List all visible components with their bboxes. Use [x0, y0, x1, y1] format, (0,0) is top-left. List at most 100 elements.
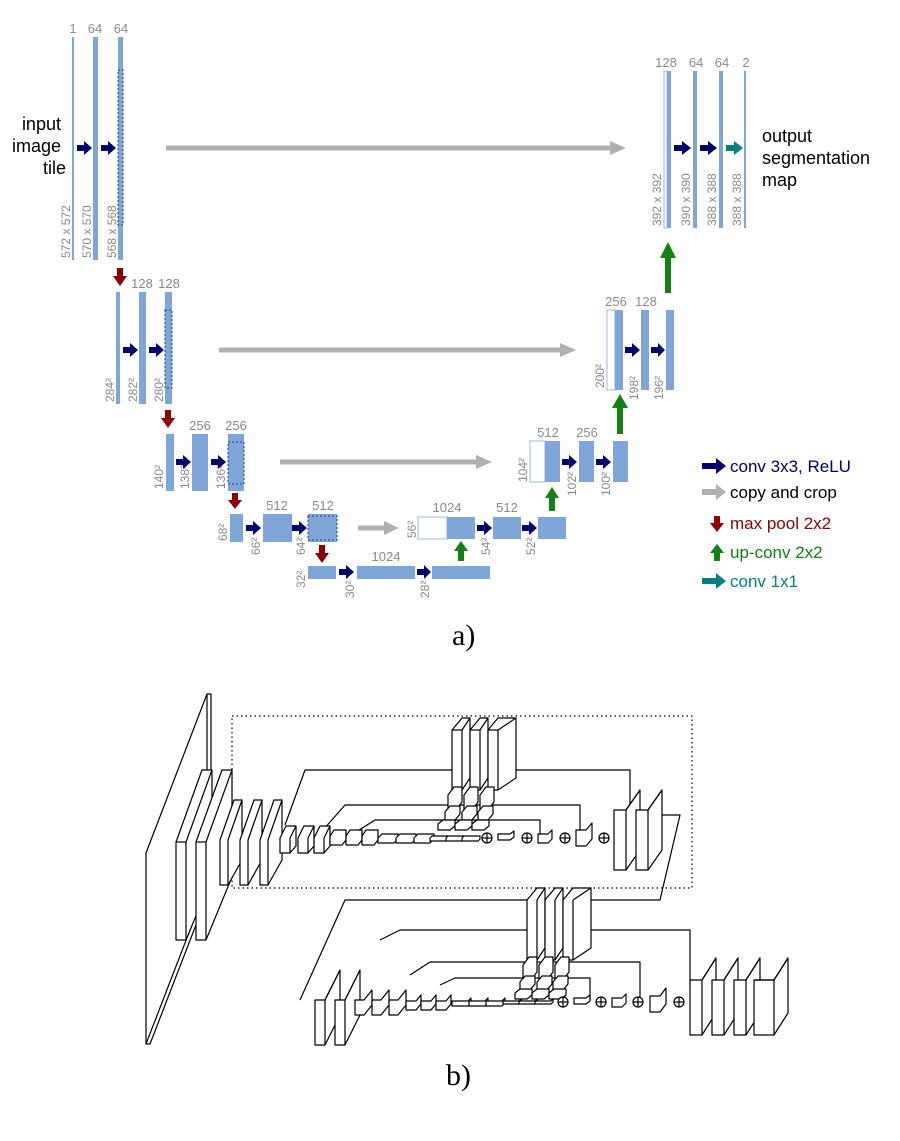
copied-feature-map: [529, 440, 546, 483]
legend-item: max pool 2x2: [710, 514, 831, 533]
encoder-level-2: 128 128 284² 282² 280²: [103, 276, 180, 404]
size-label: 196²: [652, 376, 666, 400]
block: [461, 835, 481, 842]
up-conv-arrows: [454, 242, 676, 561]
feature-map: [357, 566, 415, 579]
conv-arrow-icon: [674, 141, 691, 155]
conv-arrow-icon: [596, 455, 611, 469]
block: [259, 799, 283, 886]
max-pool-arrow-icon: [315, 545, 329, 563]
size-label: 140²: [152, 465, 166, 489]
lower-decoder: [557, 957, 789, 1036]
feature-map: [116, 292, 120, 404]
size-label: 282²: [126, 378, 140, 402]
conv-arrows: [77, 141, 717, 579]
feature-map: [641, 310, 649, 390]
legend-label: max pool 2x2: [730, 514, 831, 533]
size-label: 32²: [294, 571, 308, 588]
output-label: output segmentation map: [762, 126, 875, 190]
channel-label: 2: [742, 55, 749, 70]
crop-region: [227, 441, 245, 485]
conv-arrow-icon: [477, 521, 492, 535]
max-pool-arrow-icon: [710, 516, 724, 532]
size-label: 388 x 388: [730, 173, 744, 226]
size-label: 68²: [216, 524, 230, 541]
size-label: 138²: [178, 465, 192, 489]
feature-map: [166, 434, 174, 491]
size-label: 52²: [524, 538, 538, 555]
feature-map: [613, 441, 628, 482]
legend-item: conv 3x3, ReLU: [702, 457, 851, 476]
crop-region: [307, 515, 338, 541]
channel-label: 64: [715, 55, 729, 70]
conv-arrow-icon: [700, 141, 717, 155]
feature-map: [139, 292, 146, 404]
channel-label: 128: [635, 294, 657, 309]
block: [377, 833, 399, 844]
conv1x1-arrow-icon: [702, 573, 726, 589]
size-label: 568 x 568: [105, 205, 119, 258]
conv-arrow-icon: [417, 565, 431, 579]
block: [445, 835, 465, 842]
up-conv-arrow-icon: [612, 394, 628, 434]
legend-item: up-conv 2x2: [710, 543, 823, 562]
feature-map: [719, 71, 723, 228]
channel-label: 512: [312, 498, 334, 513]
size-label: 198²: [627, 376, 641, 400]
channel-label: 64: [689, 55, 703, 70]
block: [361, 829, 379, 846]
conv-arrow-icon: [562, 455, 577, 469]
conv-arrow-icon: [246, 521, 261, 535]
max-pool-arrow-icon: [113, 268, 127, 286]
size-label: 392 x 392: [650, 173, 664, 226]
up-conv-arrow-icon: [454, 541, 468, 561]
conv-arrow-icon: [123, 343, 138, 357]
channel-label: 1024: [372, 549, 401, 564]
size-label: 30²: [343, 581, 357, 598]
channel-label: 256: [225, 418, 247, 433]
copy-arrow-icon: [166, 141, 626, 155]
conv1x1-arrow-icon: [726, 141, 743, 155]
feature-map: [667, 71, 671, 228]
copy-arrow-icon: [280, 455, 492, 469]
decoder-level-4: 1024 512 56² 54² 52²: [405, 500, 566, 555]
size-label: 572 x 572: [59, 205, 73, 258]
feature-map: [192, 434, 208, 491]
channel-label: 256: [605, 294, 627, 309]
conv-arrow-icon: [522, 521, 537, 535]
copy-arrow-icon: [358, 521, 399, 535]
channel-label: 128: [131, 276, 153, 291]
up-conv-arrow-icon: [545, 487, 559, 511]
channel-label: 64: [88, 21, 102, 36]
conv-arrow-icon: [625, 343, 640, 357]
conv-arrow-icon: [101, 141, 116, 155]
size-label: 102²: [565, 472, 579, 496]
encoder-level-1: 1 64 64 572 x 572 570 x 570 568 x 568: [59, 21, 128, 260]
channel-label: 512: [496, 500, 518, 515]
conv-arrow-icon: [651, 343, 665, 357]
feature-map: [230, 514, 243, 542]
max-pool-arrow-icon: [161, 410, 175, 428]
skip-connection: [355, 819, 541, 838]
conv-arrow-icon: [292, 521, 307, 535]
feature-map: [72, 37, 74, 260]
size-label: 388 x 388: [705, 173, 719, 226]
legend: conv 3x3, ReLU copy and crop max pool 2x…: [702, 457, 851, 591]
copied-feature-map: [606, 309, 616, 391]
copied-feature-map: [663, 70, 668, 229]
channel-label: 512: [537, 425, 559, 440]
size-label: 66²: [249, 538, 263, 555]
size-label: 570 x 570: [80, 205, 94, 258]
upper-encoder-blocks: [175, 769, 481, 941]
up-conv-arrow-icon: [660, 242, 676, 293]
feature-map: [432, 566, 490, 579]
upper-decoder: [481, 789, 663, 871]
bottleneck-level: 1024 32² 30² 28²: [294, 549, 490, 598]
feature-map: [165, 292, 172, 404]
size-label: 284²: [103, 378, 117, 402]
feature-map: [447, 517, 475, 539]
feature-map: [493, 517, 521, 539]
unet-architecture-diagram: input image tile output segmentation map…: [12, 21, 875, 652]
copy-arrow-icon: [702, 484, 726, 500]
